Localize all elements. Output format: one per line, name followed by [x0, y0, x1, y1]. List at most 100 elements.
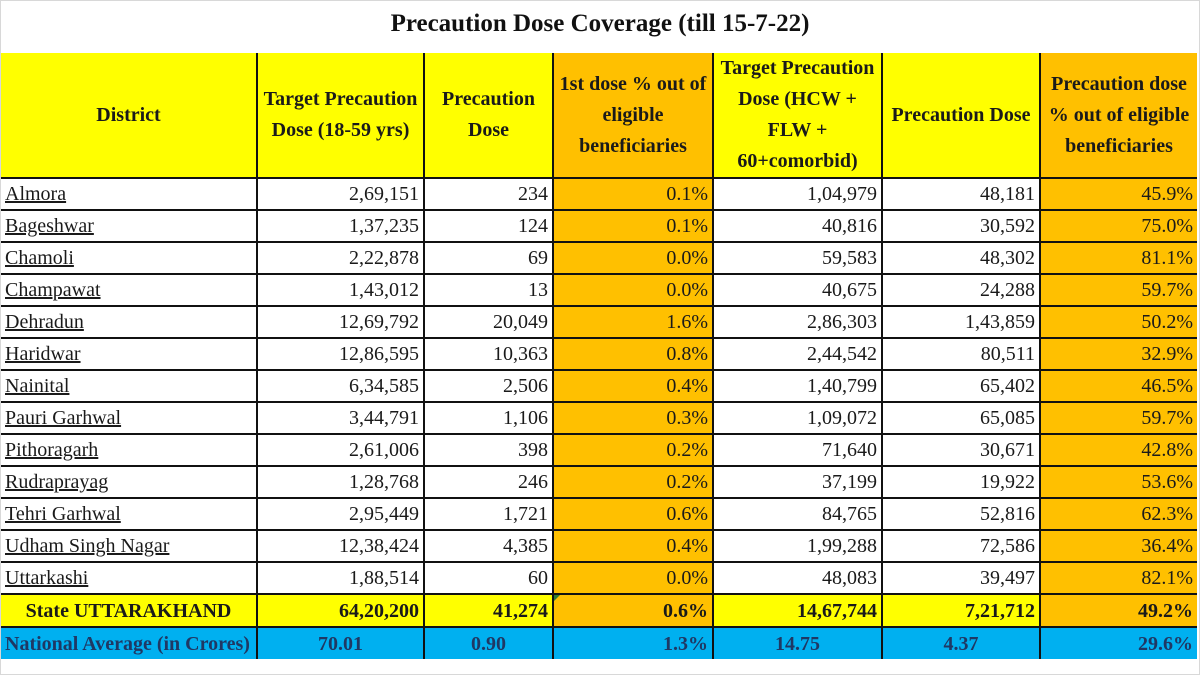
state-precaution-dose-18-59-cell: 41,274: [423, 593, 554, 628]
target-hcw-flw-cell: 40,816: [712, 209, 883, 243]
target-18-59-cell: 6,34,585: [256, 369, 425, 403]
first-dose-percent-cell: 0.2%: [552, 433, 714, 467]
district-name-cell[interactable]: Pithoragarh: [1, 433, 258, 467]
national-district-name-cell: National Average (in Crores): [1, 626, 258, 659]
target-18-59-cell: 3,44,791: [256, 401, 425, 435]
national-first-dose-percent-cell: 1.3%: [552, 626, 714, 659]
first-dose-percent-cell: 0.0%: [552, 561, 714, 595]
precaution-percent-cell: 45.9%: [1039, 177, 1197, 211]
precaution-dose-hcw-cell: 48,302: [881, 241, 1041, 275]
header-first-dose-percent: 1st dose % out of eligible beneficiaries: [552, 53, 714, 179]
precaution-percent-cell: 32.9%: [1039, 337, 1197, 371]
district-name-cell[interactable]: Nainital: [1, 369, 258, 403]
precaution-dose-hcw-cell: 1,43,859: [881, 305, 1041, 339]
national-precaution-dose-hcw-cell: 4.37: [881, 626, 1041, 659]
first-dose-percent-cell: 0.4%: [552, 529, 714, 563]
table-row: Uttarkashi 1,88,514 60 0.0% 48,083 39,497 82.1…: [1, 561, 1197, 595]
first-dose-percent-cell: 0.4%: [552, 369, 714, 403]
table-row: Haridwar 12,86,595 10,363 0.8% 2,44,542 80,51…: [1, 337, 1197, 371]
table-row: Dehradun 12,69,792 20,049 1.6% 2,86,303 1,43,…: [1, 305, 1197, 339]
precaution-dose-hcw-cell: 24,288: [881, 273, 1041, 307]
precaution-dose-18-59-cell: 2,506: [423, 369, 554, 403]
precaution-dose-18-59-cell: 398: [423, 433, 554, 467]
precaution-dose-hcw-cell: 19,922: [881, 465, 1041, 499]
precaution-percent-cell: 53.6%: [1039, 465, 1197, 499]
precaution-dose-18-59-cell: 234: [423, 177, 554, 211]
table-row: Tehri Garhwal 2,95,449 1,721 0.6% 84,765 52,8…: [1, 497, 1197, 531]
target-hcw-flw-cell: 84,765: [712, 497, 883, 531]
target-hcw-flw-cell: 40,675: [712, 273, 883, 307]
precaution-dose-hcw-cell: 52,816: [881, 497, 1041, 531]
first-dose-percent-cell: 0.3%: [552, 401, 714, 435]
precaution-dose-hcw-cell: 39,497: [881, 561, 1041, 595]
district-name-cell[interactable]: Chamoli: [1, 241, 258, 275]
precaution-dose-18-59-cell: 1,106: [423, 401, 554, 435]
precaution-dose-hcw-cell: 30,592: [881, 209, 1041, 243]
precaution-percent-cell: 59.7%: [1039, 401, 1197, 435]
target-18-59-cell: 12,69,792: [256, 305, 425, 339]
district-name-cell[interactable]: Almora: [1, 177, 258, 211]
target-hcw-flw-cell: 1,40,799: [712, 369, 883, 403]
national-target-18-59-cell: 70.01: [256, 626, 425, 659]
table-row: Bageshwar 1,37,235 124 0.1% 40,816 30,592 75.0…: [1, 209, 1197, 243]
target-hcw-flw-cell: 37,199: [712, 465, 883, 499]
state-first-dose-percent-cell: 0.6%: [552, 593, 714, 628]
header-target-hcw-flw: Target Precaution Dose (HCW + FLW + 60+c…: [712, 53, 883, 179]
target-hcw-flw-cell: 1,99,288: [712, 529, 883, 563]
district-name-cell[interactable]: Uttarkashi: [1, 561, 258, 595]
precaution-percent-cell: 46.5%: [1039, 369, 1197, 403]
target-18-59-cell: 1,88,514: [256, 561, 425, 595]
district-name-cell[interactable]: Haridwar: [1, 337, 258, 371]
district-name-cell[interactable]: Pauri Garhwal: [1, 401, 258, 435]
table-row: Champawat 1,43,012 13 0.0% 40,675 24,288 59.7%: [1, 273, 1197, 307]
target-18-59-cell: 2,95,449: [256, 497, 425, 531]
header-row: District Target Precaution Dose (18-59 y…: [1, 53, 1197, 179]
first-dose-percent-cell: 0.0%: [552, 241, 714, 275]
table-row: Pauri Garhwal 3,44,791 1,106 0.3% 1,09,072 65…: [1, 401, 1197, 435]
target-hcw-flw-cell: 2,86,303: [712, 305, 883, 339]
precaution-dose-18-59-cell: 69: [423, 241, 554, 275]
district-name-cell[interactable]: Champawat: [1, 273, 258, 307]
district-name-cell[interactable]: Udham Singh Nagar: [1, 529, 258, 563]
district-name-cell[interactable]: Bageshwar: [1, 209, 258, 243]
precaution-percent-cell: 50.2%: [1039, 305, 1197, 339]
precaution-dose-hcw-cell: 30,671: [881, 433, 1041, 467]
precaution-percent-cell: 36.4%: [1039, 529, 1197, 563]
first-dose-percent-cell: 0.1%: [552, 177, 714, 211]
precaution-dose-hcw-cell: 65,402: [881, 369, 1041, 403]
target-18-59-cell: 2,22,878: [256, 241, 425, 275]
precaution-percent-cell: 59.7%: [1039, 273, 1197, 307]
first-dose-percent-cell: 0.8%: [552, 337, 714, 371]
precaution-dose-hcw-cell: 65,085: [881, 401, 1041, 435]
national-target-hcw-flw-cell: 14.75: [712, 626, 883, 659]
national-precaution-percent-cell: 29.6%: [1039, 626, 1197, 659]
precaution-dose-hcw-cell: 48,181: [881, 177, 1041, 211]
target-18-59-cell: 1,43,012: [256, 273, 425, 307]
target-18-59-cell: 2,69,151: [256, 177, 425, 211]
first-dose-percent-cell: 0.6%: [552, 497, 714, 531]
national-average-row: National Average (in Crores) 70.01 0.90 1.3…: [1, 626, 1197, 659]
header-target-18-59: Target Precaution Dose (18-59 yrs): [256, 53, 425, 179]
state-precaution-dose-hcw-cell: 7,21,712: [881, 593, 1041, 628]
precaution-percent-cell: 75.0%: [1039, 209, 1197, 243]
precaution-dose-18-59-cell: 13: [423, 273, 554, 307]
target-hcw-flw-cell: 71,640: [712, 433, 883, 467]
table-row: Nainital 6,34,585 2,506 0.4% 1,40,799 65,402 4…: [1, 369, 1197, 403]
table-row: Rudraprayag 1,28,768 246 0.2% 37,199 19,922 53…: [1, 465, 1197, 499]
district-name-cell[interactable]: Tehri Garhwal: [1, 497, 258, 531]
table-row: Pithoragarh 2,61,006 398 0.2% 71,640 30,671 42…: [1, 433, 1197, 467]
target-18-59-cell: 1,28,768: [256, 465, 425, 499]
table-row: Chamoli 2,22,878 69 0.0% 59,583 48,302 81.1%: [1, 241, 1197, 275]
first-dose-percent-cell: 0.1%: [552, 209, 714, 243]
district-name-cell[interactable]: Rudraprayag: [1, 465, 258, 499]
table-row: Almora 2,69,151 234 0.1% 1,04,979 48,181 45.9%: [1, 177, 1197, 211]
precaution-dose-18-59-cell: 1,721: [423, 497, 554, 531]
state-precaution-percent-cell: 49.2%: [1039, 593, 1197, 628]
precaution-dose-hcw-cell: 80,511: [881, 337, 1041, 371]
target-18-59-cell: 1,37,235: [256, 209, 425, 243]
precaution-dose-18-59-cell: 4,385: [423, 529, 554, 563]
state-district-name-cell: State UTTARAKHAND: [1, 593, 258, 628]
precaution-dose-18-59-cell: 60: [423, 561, 554, 595]
table-row: Udham Singh Nagar 12,38,424 4,385 0.4% 1,99,…: [1, 529, 1197, 563]
district-name-cell[interactable]: Dehradun: [1, 305, 258, 339]
